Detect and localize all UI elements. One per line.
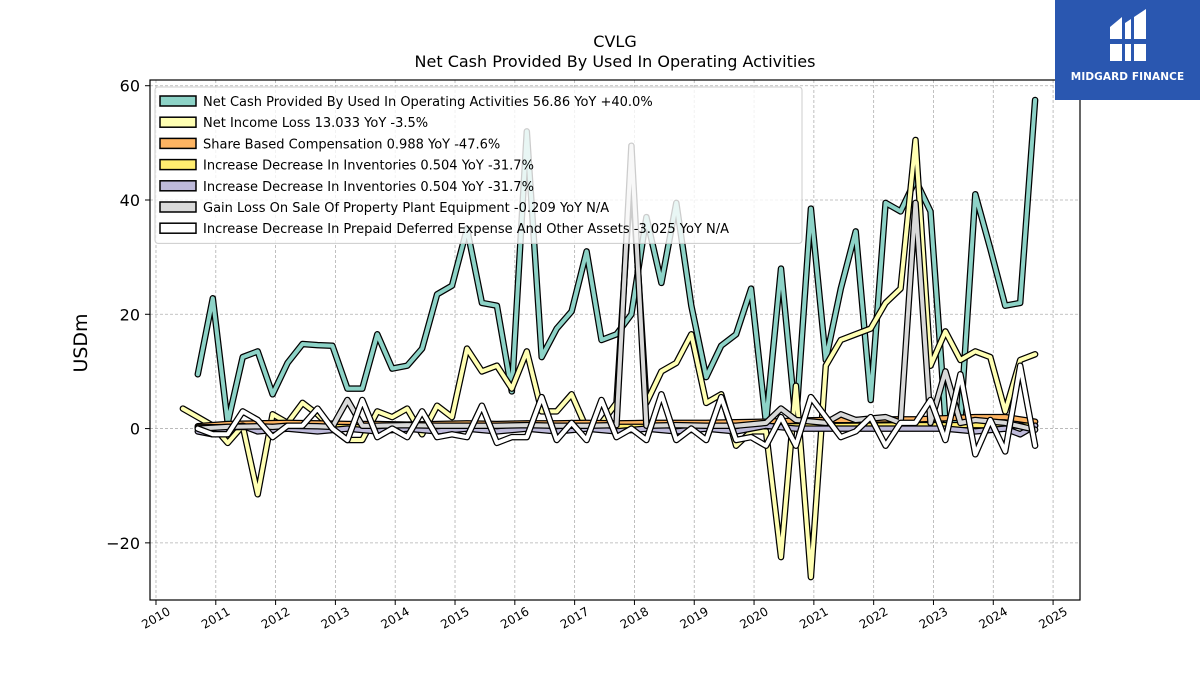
y-tick-label: 40 — [120, 191, 140, 210]
x-tick-label: 2011 — [199, 604, 232, 631]
x-tick-label: 2019 — [678, 604, 711, 631]
x-tick-label: 2015 — [438, 604, 471, 631]
series-line — [195, 98, 1038, 425]
legend-swatch — [159, 201, 197, 213]
legend-item: Increase Decrease In Inventories 0.504 Y… — [159, 180, 534, 195]
legend-label: Gain Loss On Sale Of Property Plant Equi… — [203, 201, 609, 216]
legend-label: Net Income Loss 13.033 YoY -3.5% — [203, 116, 428, 131]
series-line — [195, 143, 1038, 432]
plot-frame — [149, 79, 1081, 601]
y-tick-label: −20 — [106, 534, 140, 553]
x-tick-label: 2023 — [917, 604, 950, 631]
y-axis-label: USDm — [70, 313, 92, 372]
chart-title: CVLG — [593, 32, 636, 51]
legend-label: Increase Decrease In Inventories 0.504 Y… — [203, 180, 534, 195]
legend: Net Cash Provided By Used In Operating A… — [154, 86, 803, 244]
x-tick-label: 2010 — [139, 604, 172, 631]
series-0 — [194, 96, 1039, 427]
x-tick-label: 2024 — [977, 604, 1010, 631]
series-line — [195, 423, 1038, 437]
brand-name: MIDGARD FINANCE — [1070, 71, 1185, 83]
x-tick-label: 2012 — [259, 604, 292, 631]
legend-item: Gain Loss On Sale Of Property Plant Equi… — [159, 201, 609, 216]
legend-swatch — [159, 158, 197, 171]
legend-label: Increase Decrease In Inventories 0.504 Y… — [203, 159, 534, 174]
x-tick-label: 2020 — [737, 604, 770, 631]
legend-item: Increase Decrease In Prepaid Deferred Ex… — [159, 222, 729, 237]
legend-item: Increase Decrease In Inventories 0.504 Y… — [159, 158, 534, 174]
x-tick-label: 2013 — [319, 604, 352, 631]
legend-swatch — [159, 137, 197, 150]
x-tick-label: 2016 — [498, 604, 531, 631]
midgard-logo-icon — [1110, 9, 1146, 61]
legend-item: Net Income Loss 13.033 YoY -3.5% — [159, 116, 428, 131]
legend-label: Share Based Compensation 0.988 YoY -47.6… — [203, 137, 500, 152]
series-5 — [194, 142, 1039, 433]
brand-logo: MIDGARD FINANCE — [1055, 0, 1200, 100]
x-tick-label: 2014 — [378, 604, 411, 631]
legend-label: Increase Decrease In Prepaid Deferred Ex… — [203, 222, 729, 237]
x-tick-label: 2025 — [1036, 604, 1069, 631]
series-layer — [179, 96, 1039, 581]
series-line — [195, 363, 1038, 457]
legend-swatch — [159, 180, 197, 192]
legend-swatch — [159, 116, 197, 128]
legend-swatch — [159, 222, 197, 234]
series-6 — [194, 362, 1039, 458]
legend-item: Net Cash Provided By Used In Operating A… — [159, 95, 653, 110]
y-tick-label: 0 — [130, 420, 140, 439]
x-tick-label: 2018 — [618, 604, 651, 631]
legend-swatch — [159, 95, 197, 107]
chart-subtitle: Net Cash Provided By Used In Operating A… — [415, 52, 816, 71]
series-4 — [194, 422, 1039, 438]
legend-item: Share Based Compensation 0.988 YoY -47.6… — [159, 137, 500, 152]
x-tick-label: 2022 — [857, 604, 890, 631]
x-tick-label: 2017 — [558, 604, 591, 631]
x-tick-label: 2021 — [797, 604, 830, 631]
legend-label: Net Cash Provided By Used In Operating A… — [203, 95, 653, 110]
legend-box — [154, 86, 803, 244]
y-tick-label: 60 — [120, 77, 140, 96]
y-tick-label: 20 — [120, 305, 140, 324]
